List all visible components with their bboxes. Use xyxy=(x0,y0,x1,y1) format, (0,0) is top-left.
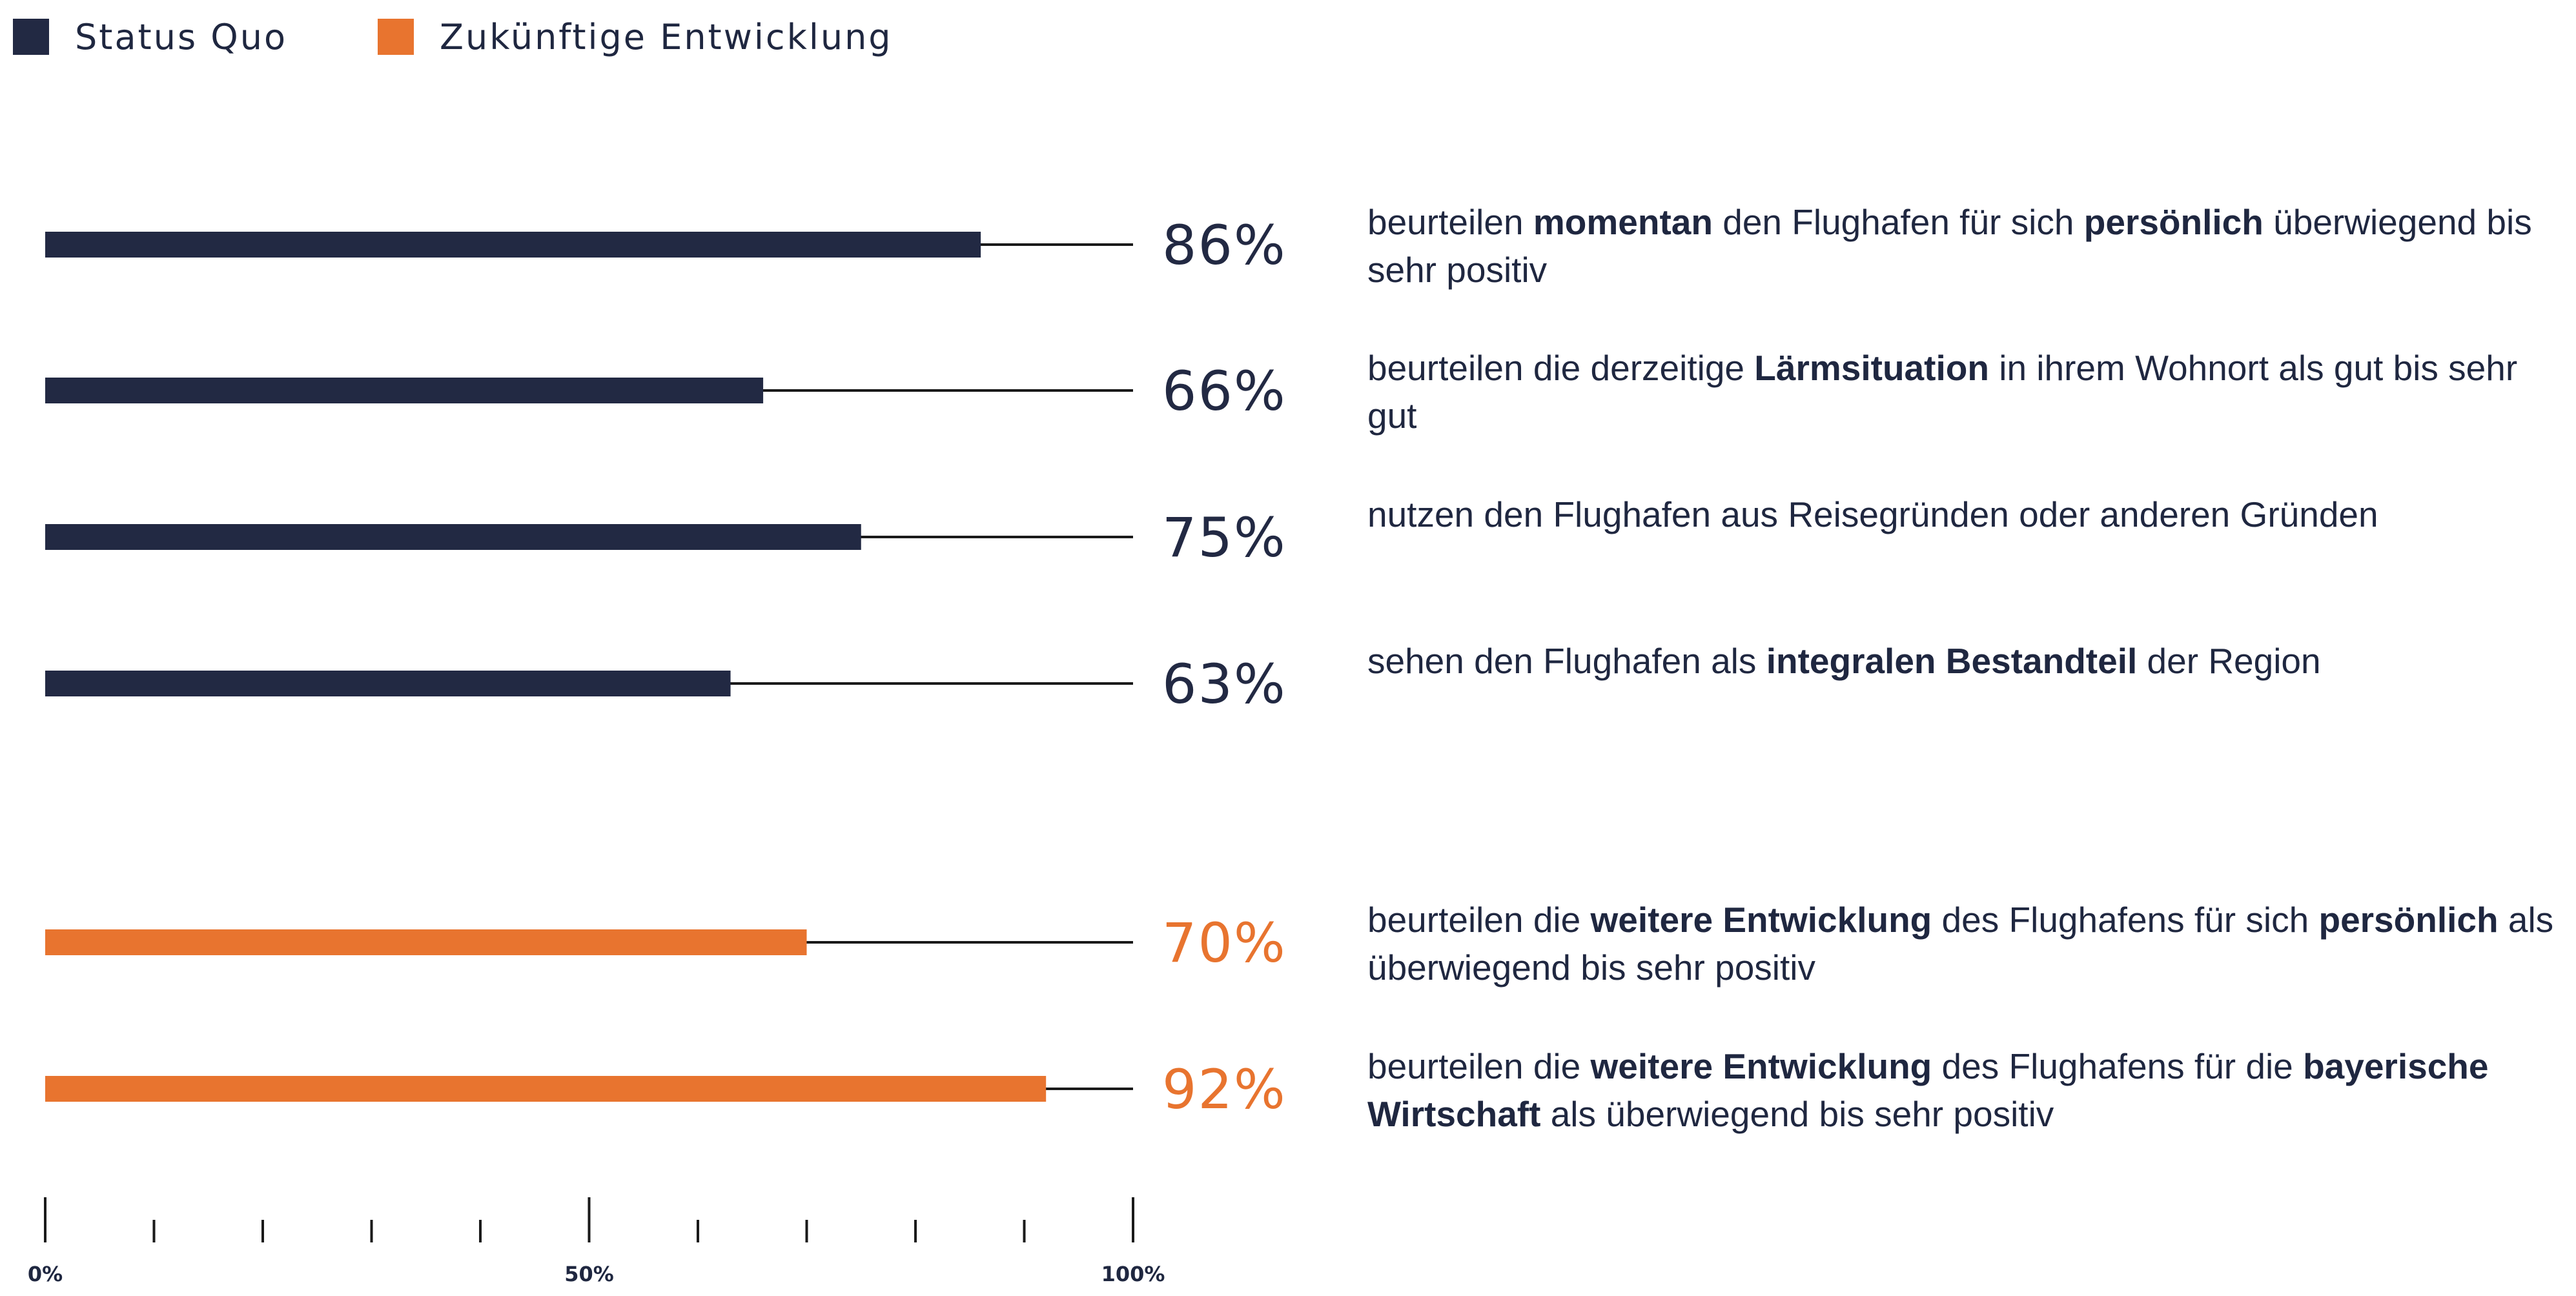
bar-5 xyxy=(45,929,807,955)
bar-3 xyxy=(45,524,861,550)
bar-description-5: beurteilen die weitere Entwicklung des F… xyxy=(1367,896,2568,991)
legend: Status Quo Zukünftige Entwicklung xyxy=(13,14,983,59)
value-label-4: 63% xyxy=(1162,653,1287,716)
value-label-2: 66% xyxy=(1162,359,1287,423)
bar-description-1: beurteilen momentan den Flughafen für si… xyxy=(1367,198,2568,294)
bar-description-6: beurteilen die weitere Entwicklung des F… xyxy=(1367,1042,2568,1138)
value-label-6: 92% xyxy=(1162,1058,1287,1121)
description-bold-text: persönlich xyxy=(2318,900,2499,940)
description-bold-text: momentan xyxy=(1533,202,1713,242)
description-bold-text: Lärmsituation xyxy=(1754,348,1989,388)
description-text: beurteilen die xyxy=(1367,1046,1591,1086)
legend-swatch-status-quo xyxy=(13,19,49,55)
bar-1 xyxy=(45,232,981,258)
legend-label-zukuenftige-entwicklung: Zukünftige Entwicklung xyxy=(440,16,893,57)
value-label-3: 75% xyxy=(1162,506,1287,569)
description-text: der Region xyxy=(2137,641,2321,681)
description-bold-text: weitere Entwicklung xyxy=(1590,1046,1932,1086)
description-text: in ihrem Wohnort als gut bis sehr gut xyxy=(1367,348,2518,436)
bar-6 xyxy=(45,1076,1047,1102)
description-bold-text: bayerische Wirtschaft xyxy=(1367,1046,2489,1134)
bar-description-2: beurteilen die derzeitige Lärmsituation … xyxy=(1367,344,2568,440)
bar-description-3: nutzen den Flughafen aus Reisegründen od… xyxy=(1367,491,2568,538)
legend-label-status-quo: Status Quo xyxy=(75,16,288,57)
description-bold-text: integralen Bestandteil xyxy=(1766,641,2138,681)
description-text: als überwiegend bis sehr positiv xyxy=(1540,1094,2054,1134)
description-text: als überwiegend bis sehr positiv xyxy=(1367,900,2554,987)
description-bold-text: weitere Entwicklung xyxy=(1590,900,1932,940)
value-label-5: 70% xyxy=(1162,911,1287,975)
description-text: des Flughafens für die xyxy=(1932,1046,2304,1086)
description-text: sehen den Flughafen als xyxy=(1367,641,1766,681)
x-tick-label-0: 0% xyxy=(28,1262,63,1286)
description-text: den Flughafen für sich xyxy=(1712,202,2084,242)
value-label-1: 86% xyxy=(1162,214,1287,277)
bar-2 xyxy=(45,378,764,403)
legend-item-status-quo: Status Quo xyxy=(13,17,287,57)
x-tick-label-50: 50% xyxy=(564,1262,614,1286)
description-text: beurteilen die xyxy=(1367,900,1591,940)
description-text: nutzen den Flughafen aus Reisegründen od… xyxy=(1367,494,2378,534)
bar-4 xyxy=(45,671,731,696)
legend-item-zukuenftige-entwicklung: Zukünftige Entwicklung xyxy=(378,17,893,57)
x-tick-label-100: 100% xyxy=(1101,1262,1165,1286)
legend-swatch-zukuenftige-entwicklung xyxy=(378,19,414,55)
description-text: beurteilen xyxy=(1367,202,1533,242)
description-text: überwiegend bis sehr positiv xyxy=(1367,202,2532,290)
description-text: des Flughafens für sich xyxy=(1932,900,2319,940)
description-bold-text: persönlich xyxy=(2083,202,2264,242)
description-text: beurteilen die derzeitige xyxy=(1367,348,1755,388)
bar-description-4: sehen den Flughafen als integralen Besta… xyxy=(1367,637,2568,685)
